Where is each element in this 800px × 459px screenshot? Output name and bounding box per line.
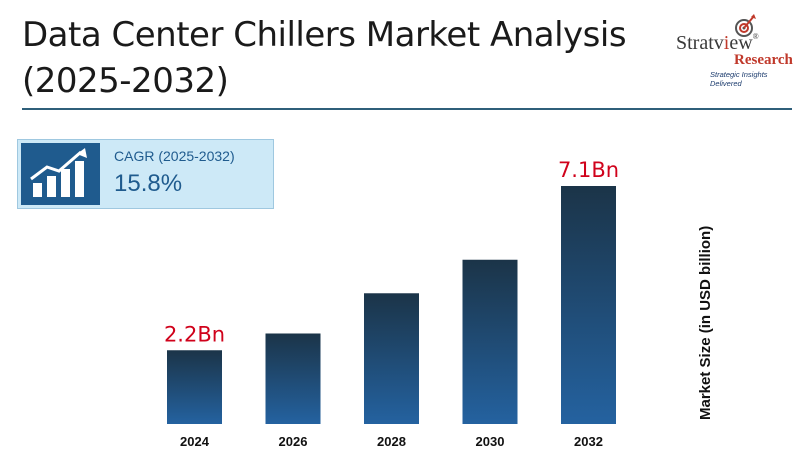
bar-2024 bbox=[167, 350, 222, 424]
cagr-value: 15.8% bbox=[114, 170, 183, 197]
stratview-logo: Stratview® Research Strategic Insights D… bbox=[676, 14, 796, 88]
bar-2026 bbox=[265, 333, 321, 424]
data-label-2032: 7.1Bn bbox=[558, 158, 619, 182]
x-tick-label-2028: 2028 bbox=[377, 434, 406, 449]
title-line-2: (2025-2032) bbox=[22, 61, 229, 101]
logo-brand: Stratview® bbox=[676, 32, 759, 54]
x-tick-label-2032: 2032 bbox=[574, 434, 603, 449]
bar-2032 bbox=[561, 186, 616, 424]
logo-sub: Research bbox=[734, 52, 793, 68]
page-title: Data Center Chillers Market Analysis (20… bbox=[22, 12, 627, 104]
y-axis-label: Market Size (in USD billion) bbox=[697, 225, 714, 420]
logo-tagline: Strategic Insights Delivered bbox=[710, 70, 768, 88]
title-line-1: Data Center Chillers Market Analysis bbox=[22, 15, 627, 55]
x-tick-label-2024: 2024 bbox=[180, 434, 210, 449]
bar-2028 bbox=[364, 293, 419, 424]
cagr-label: CAGR (2025-2032) bbox=[114, 148, 235, 164]
x-tick-label-2030: 2030 bbox=[476, 434, 505, 449]
cagr-callout: CAGR (2025-2032) 15.8% bbox=[17, 139, 274, 209]
growth-chart-icon bbox=[21, 143, 100, 205]
x-tick-label-2026: 2026 bbox=[279, 434, 308, 449]
data-label-2024: 2.2Bn bbox=[164, 322, 225, 346]
title-divider bbox=[22, 108, 792, 110]
bar-2030 bbox=[462, 259, 518, 424]
target-arrow-icon bbox=[735, 14, 756, 37]
